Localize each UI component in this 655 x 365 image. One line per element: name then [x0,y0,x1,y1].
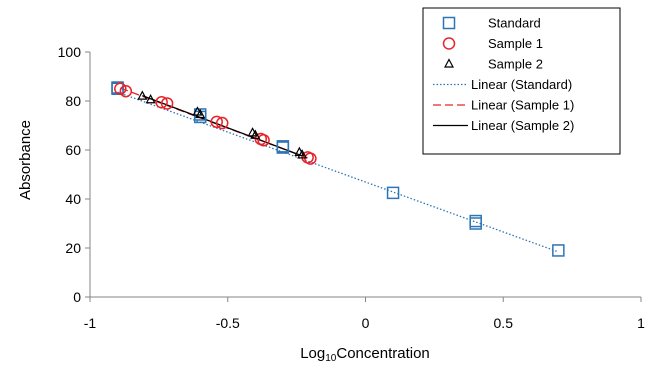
x-axis-title-rest: Concentration [336,345,429,362]
standard-point [469,214,482,228]
legend-label: Linear (Sample 1) [471,98,574,113]
sample-1-point [114,82,127,95]
y-tick-label: 80 [65,93,81,109]
x-tick-label: -1 [84,315,97,331]
x-tick-label: 0 [362,315,370,331]
legend: Standard Sample 1 Sample 2 Linear (Standard… [422,7,621,155]
sample-1-point [160,97,174,110]
x-tick-label: 0.5 [494,315,514,331]
legend-marker [442,37,456,50]
axes: 0 20 40 60 80 100 -1 -0.5 0 0.5 1 [58,44,645,331]
trendline [142,95,303,157]
trendline [117,91,559,253]
sample-1-point [215,116,229,130]
legend-marker [442,16,456,30]
legend-label: Linear (Sample 2) [471,118,574,133]
data-points [111,81,565,257]
sample-1-point [304,152,317,165]
x-tick-label: -0.5 [216,315,240,331]
x-tick-label: 1 [637,315,645,331]
sample-2-point [250,129,261,139]
sample-2-point [137,90,148,100]
legend-label: Linear (Standard) [471,77,572,92]
sample-1-point [210,115,223,129]
x-axis-title-main: Log [300,345,325,362]
x-axis-title-subscript: 10 [325,353,337,364]
standard-point [469,217,482,230]
y-tick-label: 40 [65,191,81,207]
y-tick-label: 60 [65,142,81,158]
legend-box [422,7,621,155]
y-axis-title: Absorbance [17,120,34,200]
x-axis-title: Log10Concentration [300,345,430,364]
sample-1-point [257,133,270,147]
legend-label: Standard [488,16,541,31]
standard-point [386,186,400,200]
legend-label: Sample 2 [488,57,543,72]
standard-point [276,141,290,154]
sample-1-point [119,84,133,98]
sample-2-point [145,94,156,104]
sample-2-point [195,108,206,119]
y-tick-label: 0 [73,289,81,305]
legend-label: Sample 1 [488,36,543,51]
trendlines [117,87,559,253]
sample-2-point [297,149,308,159]
y-tick-label: 100 [58,44,82,60]
legend-marker [444,58,454,68]
standard-point [552,244,565,257]
y-tick-label: 20 [65,240,81,256]
sample-1-point [155,95,168,109]
